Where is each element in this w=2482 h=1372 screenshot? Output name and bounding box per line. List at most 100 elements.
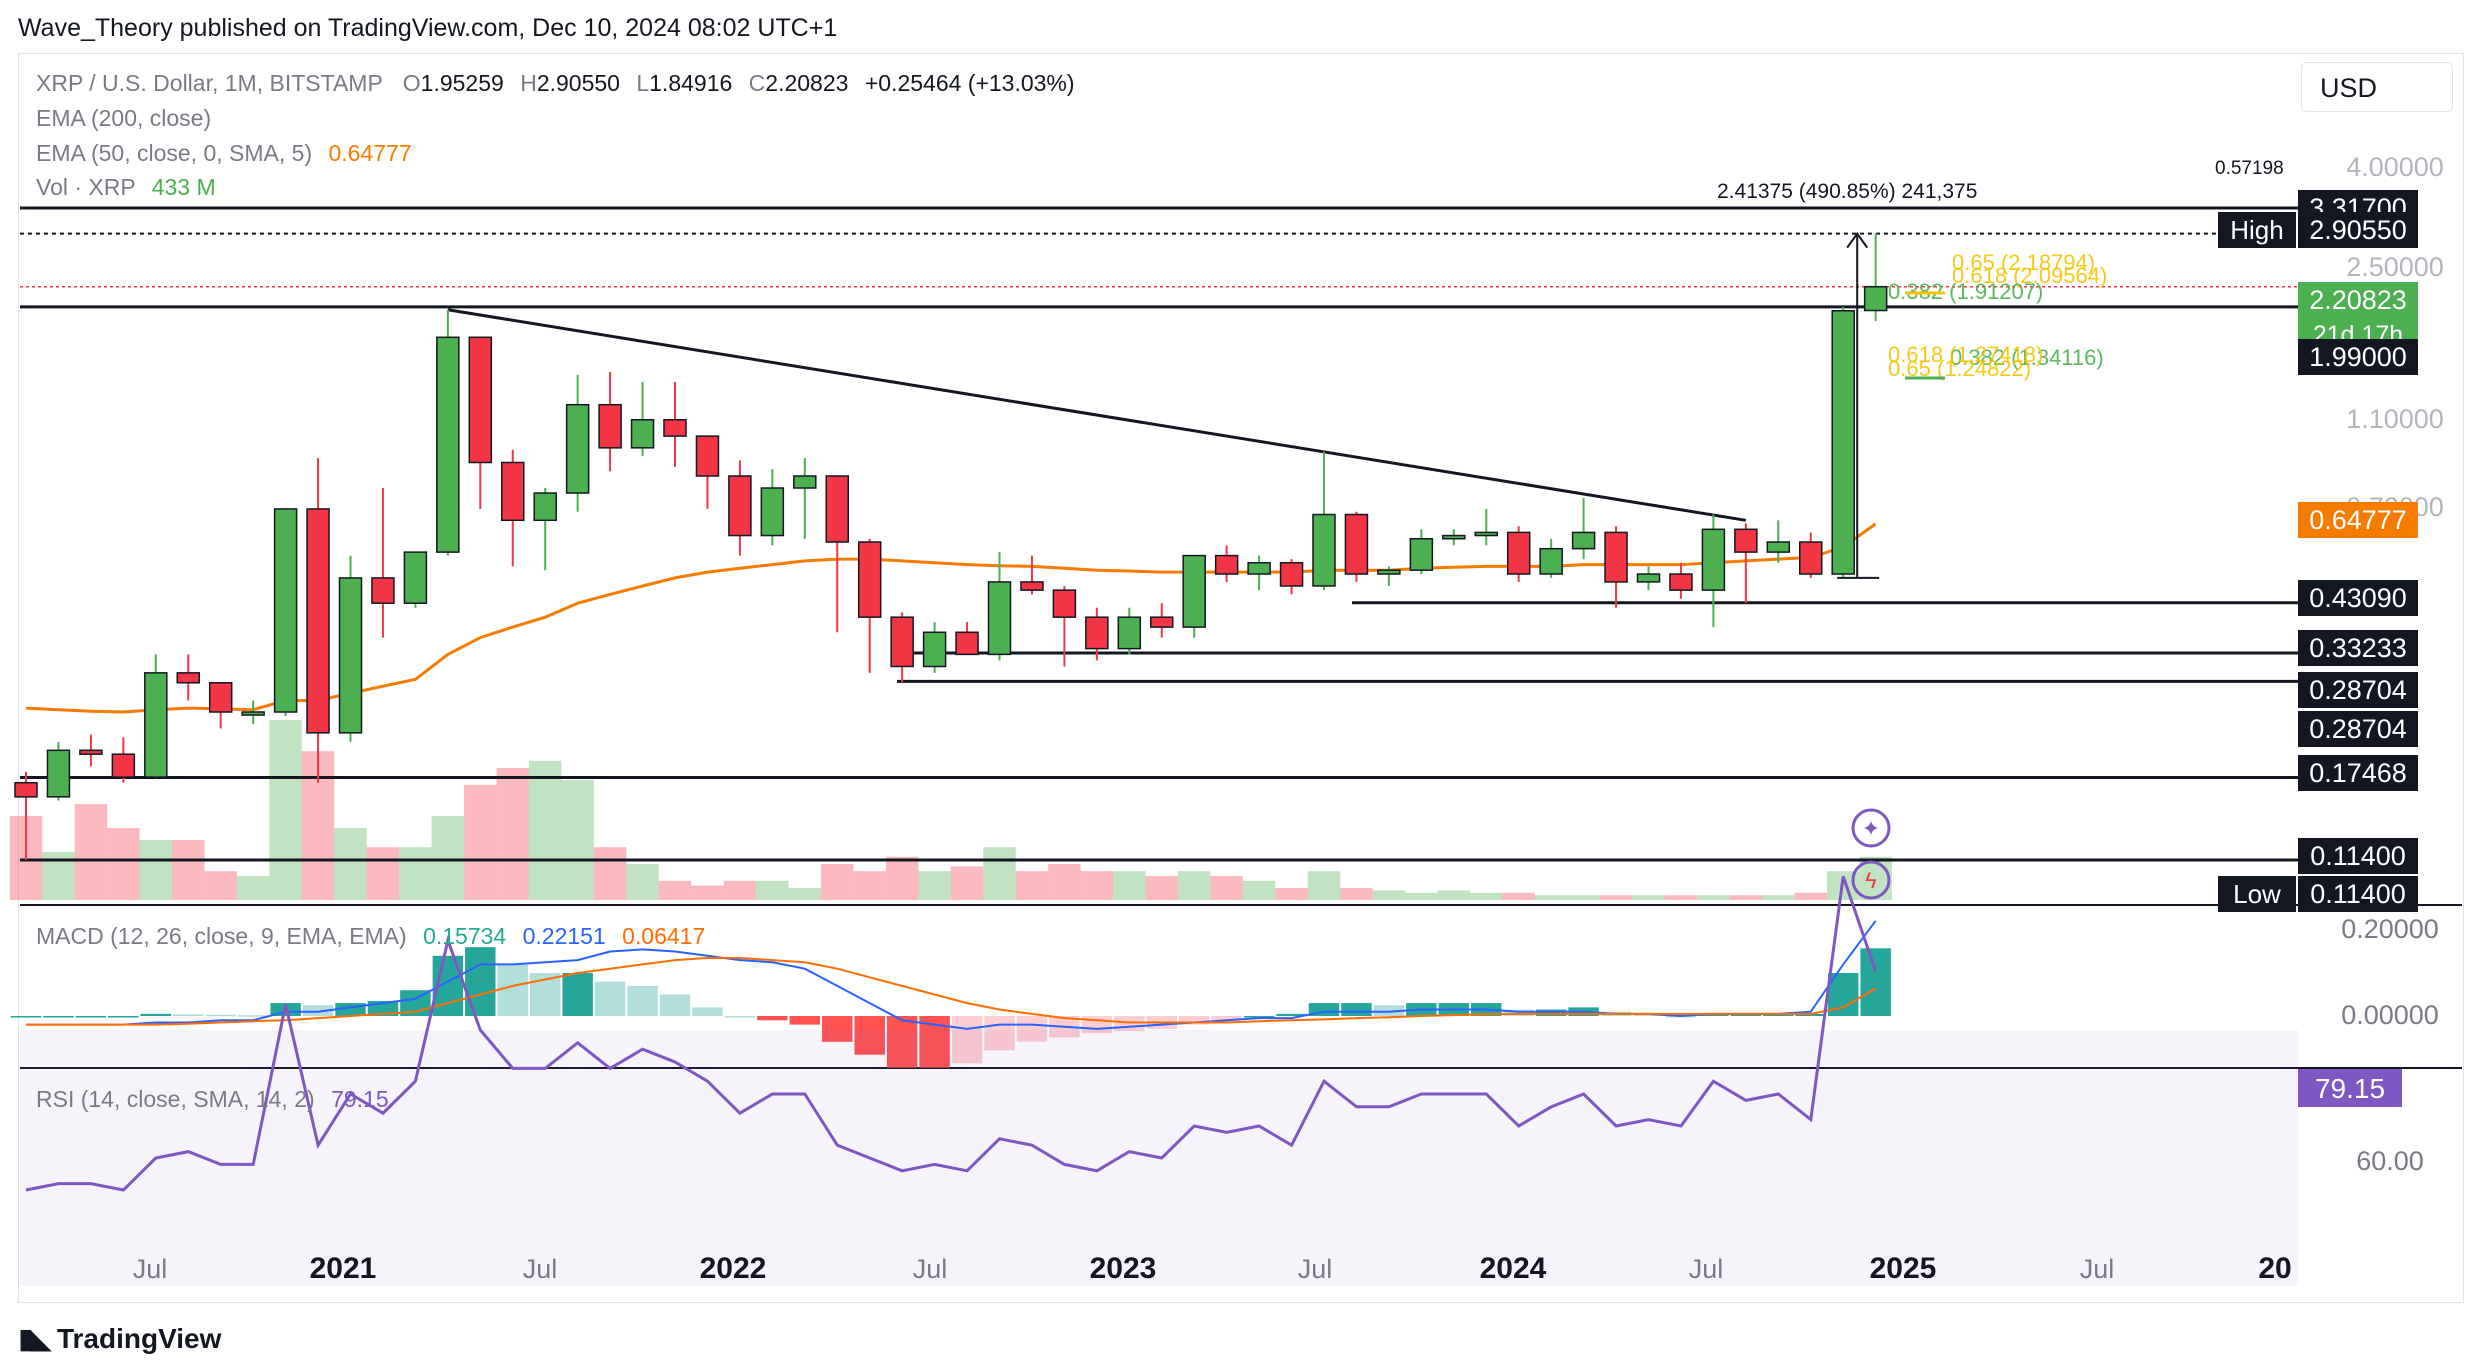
ema50-label[interactable]: EMA (50, close, 0, SMA, 5) bbox=[36, 140, 313, 166]
candle-body bbox=[1831, 310, 1855, 575]
candle-body bbox=[338, 577, 363, 734]
candle-body bbox=[728, 475, 752, 537]
volume-bar bbox=[1502, 892, 1535, 900]
candle-body bbox=[1409, 538, 1434, 571]
price-tag-value: 0.33233 bbox=[2309, 633, 2407, 663]
macd-hist-value: 0.15734 bbox=[423, 923, 507, 949]
macd-line-value: 0.22151 bbox=[522, 923, 606, 949]
ema50-value: 0.64777 bbox=[328, 140, 412, 166]
macd-histogram-bar bbox=[1763, 1013, 1794, 1016]
volume-bar bbox=[334, 828, 367, 900]
volume-bar bbox=[950, 866, 984, 900]
tradingview-mark-icon: ▮◣ bbox=[18, 1323, 52, 1354]
time-axis-label: 2022 bbox=[700, 1252, 767, 1285]
tradingview-logo[interactable]: ▮◣ TradingView bbox=[18, 1322, 221, 1355]
symbol-legend[interactable]: XRP / U.S. Dollar, 1M, BITSTAMP O1.95259… bbox=[36, 70, 1075, 97]
macd-histogram-bar bbox=[75, 1016, 107, 1018]
open-value: 1.95259 bbox=[420, 70, 504, 96]
volume-bar bbox=[1664, 895, 1698, 900]
price-tag-value: 0.11400 bbox=[2310, 879, 2406, 909]
price-tag-value: 0.64777 bbox=[2309, 505, 2407, 535]
candle-body bbox=[46, 749, 71, 798]
rsi-value-tag bbox=[2298, 1069, 2402, 1107]
symbol-name[interactable]: XRP / U.S. Dollar, 1M, BITSTAMP bbox=[36, 70, 383, 96]
descending-trendline bbox=[447, 308, 1747, 522]
candle-body bbox=[273, 508, 298, 713]
rsi-legend[interactable]: RSI (14, close, SMA, 14, 2) 79.15 bbox=[36, 1086, 389, 1113]
volume-label[interactable]: Vol · XRP bbox=[36, 174, 136, 200]
time-axis-label: 2021 bbox=[310, 1252, 377, 1285]
candle-body bbox=[663, 419, 687, 437]
time-axis-label: 2023 bbox=[1090, 1252, 1157, 1285]
price-tag-box bbox=[2298, 580, 2418, 616]
open-label: O bbox=[402, 70, 421, 96]
macd-legend[interactable]: MACD (12, 26, close, 9, EMA, EMA) 0.1573… bbox=[36, 923, 705, 950]
candle-body bbox=[1604, 531, 1628, 583]
rsi-label[interactable]: RSI (14, close, SMA, 14, 2) bbox=[36, 1086, 315, 1112]
price-tag-box bbox=[2298, 876, 2418, 912]
candle-body bbox=[1279, 562, 1304, 587]
macd-histogram-bar bbox=[1276, 1013, 1307, 1016]
volume-bar bbox=[1534, 895, 1568, 900]
brand-name: TradingView bbox=[56, 1323, 222, 1354]
volume-bar bbox=[1437, 890, 1471, 900]
close-label: C bbox=[748, 70, 766, 96]
macd-histogram-bar bbox=[10, 1016, 42, 1018]
macd-histogram-bar bbox=[951, 1016, 983, 1064]
volume-bar bbox=[399, 847, 432, 900]
volume-bar bbox=[431, 816, 465, 900]
candle-body bbox=[208, 682, 233, 713]
candle-body bbox=[144, 672, 168, 778]
candle-body bbox=[1247, 562, 1271, 575]
chart-frame[interactable] bbox=[18, 53, 2464, 1303]
time-axis-label: Jul bbox=[2080, 1254, 2115, 1284]
ema200-label[interactable]: EMA (200, close) bbox=[36, 105, 212, 131]
candle-body bbox=[241, 711, 265, 716]
macd-histogram-bar bbox=[594, 981, 626, 1016]
candle-body bbox=[176, 672, 200, 684]
volume-bar bbox=[1145, 876, 1178, 900]
volume-bar bbox=[1470, 892, 1503, 900]
price-tag-box bbox=[2218, 876, 2296, 912]
macd-histogram-bar bbox=[1633, 1013, 1664, 1016]
volume-bar bbox=[821, 864, 854, 900]
macd-histogram-bar bbox=[108, 1016, 139, 1018]
volume-bar bbox=[885, 856, 919, 900]
ema50-legend[interactable]: EMA (50, close, 0, SMA, 5) 0.64777 bbox=[36, 140, 412, 167]
volume-bar bbox=[983, 847, 1016, 900]
candle-body bbox=[1571, 531, 1596, 550]
publisher-text: Wave_Theory published on TradingView.com… bbox=[18, 14, 838, 42]
macd-line bbox=[26, 920, 1877, 1030]
ema200-legend[interactable]: EMA (200, close) bbox=[36, 105, 211, 132]
price-tag-value: 0.43090 bbox=[2309, 583, 2407, 613]
price-tag-box bbox=[2298, 502, 2418, 538]
candle-body bbox=[436, 336, 460, 553]
macd-histogram-bar bbox=[1178, 1016, 1210, 1025]
candle-body bbox=[1085, 616, 1109, 650]
time-axis-label: Jul bbox=[133, 1254, 168, 1284]
macd-histogram-bar bbox=[627, 985, 658, 1016]
time-axis-label: 2024 bbox=[1480, 1252, 1547, 1285]
volume-bar bbox=[1307, 871, 1341, 900]
volume-bar bbox=[366, 847, 400, 900]
candle-body bbox=[825, 475, 849, 543]
currency-button[interactable]: USD bbox=[2301, 62, 2453, 112]
volume-bar bbox=[723, 880, 757, 900]
candle-body bbox=[306, 508, 330, 734]
price-tag-box bbox=[2298, 212, 2418, 248]
volume-legend[interactable]: Vol · XRP 433 M bbox=[36, 174, 216, 201]
price-tag-value: 0.28704 bbox=[2309, 714, 2407, 744]
high-label: H bbox=[520, 70, 537, 96]
candle-body bbox=[403, 551, 428, 604]
volume-value: 433 M bbox=[151, 174, 216, 200]
macd-histogram-bar bbox=[692, 1007, 723, 1016]
high-value: 2.90550 bbox=[536, 70, 620, 96]
macd-label[interactable]: MACD (12, 26, close, 9, EMA, EMA) bbox=[36, 923, 407, 949]
price-tag-value: 2.20823 bbox=[2309, 285, 2407, 315]
volume-bar bbox=[139, 840, 173, 900]
volume-bar bbox=[593, 847, 627, 900]
candle-body bbox=[630, 419, 655, 449]
price-tag-value: 2.90550 bbox=[2309, 215, 2407, 245]
candle-body bbox=[1442, 534, 1466, 540]
